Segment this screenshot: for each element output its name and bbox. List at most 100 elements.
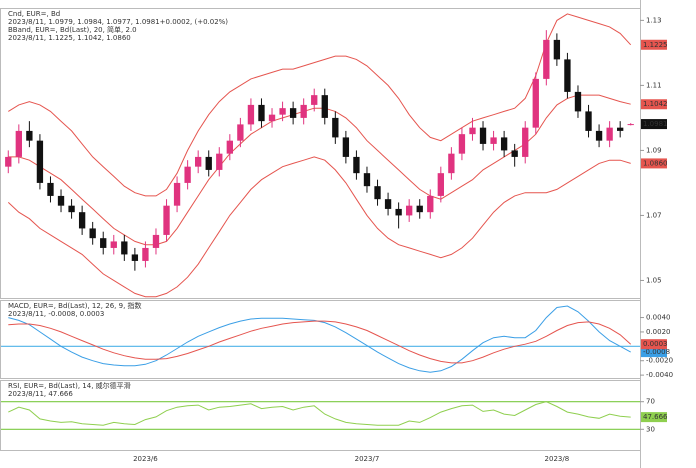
- candle-body: [574, 91, 582, 112]
- y-tick-label: -0.0040: [646, 371, 673, 379]
- panel-frames: [0, 0, 641, 468]
- last-value-label: 1.1225: [643, 41, 668, 49]
- candle-body: [469, 127, 476, 135]
- candle-body: [311, 95, 318, 105]
- panel-title: Cnd, EUR=, Bd: [8, 10, 60, 18]
- panel-subtitle: 2023/8/11, -0.0008, 0.0003: [8, 310, 104, 318]
- line: [8, 13, 632, 197]
- last-value-box: [641, 412, 667, 423]
- candle-body: [36, 140, 44, 183]
- y-tick-label: 1.11: [646, 81, 662, 89]
- panel-overlay-subtitle: 2023/8/11, 1.1225, 1.1042, 1.0860: [8, 34, 131, 42]
- candle-body: [374, 186, 381, 200]
- candle-body: [26, 130, 33, 141]
- last-value-box: [641, 339, 667, 350]
- panel-subtitle: 2023/8/11, 47.666: [8, 390, 73, 398]
- y-tick-label: 0.0020: [646, 328, 671, 336]
- last-value-label: -0.0008: [643, 348, 670, 356]
- y-tick-label: 30: [646, 425, 655, 433]
- candle-body: [532, 78, 539, 128]
- candle-body: [5, 156, 12, 167]
- candle-body: [595, 130, 603, 141]
- candle-body: [543, 39, 550, 79]
- candle-body: [142, 247, 149, 261]
- candle-body: [490, 137, 497, 144]
- candle-body: [585, 111, 592, 131]
- candle-body: [131, 254, 139, 261]
- line: [8, 401, 631, 426]
- panel-title: RSI, EUR=, Bd(Last), 14, 威尔德平滑: [8, 381, 131, 390]
- candle-body: [110, 241, 117, 248]
- last-value-label: 0.0003: [643, 340, 668, 348]
- candle-body: [89, 228, 96, 239]
- candle-body: [427, 195, 434, 213]
- candle-body: [627, 124, 634, 126]
- candle-body: [564, 59, 571, 92]
- last-value-box: [641, 347, 667, 358]
- candle-body: [289, 108, 297, 118]
- candle-body: [479, 127, 487, 144]
- panel-title: MACD, EUR=, Bd(Last), 12, 26, 9, 指数: [8, 301, 142, 310]
- candle-body: [279, 108, 286, 115]
- candle-body: [511, 150, 518, 157]
- candle-body: [268, 114, 276, 122]
- y-tick-label: 1.09: [646, 146, 662, 154]
- last-value-label: 1.0860: [643, 159, 668, 167]
- candle-body: [68, 205, 75, 213]
- candle-body: [395, 208, 402, 216]
- candle-body: [437, 173, 444, 196]
- candle-body: [184, 166, 191, 183]
- candle-body: [258, 104, 265, 122]
- candle-body: [522, 127, 529, 157]
- panel-subtitle: 2023/8/11, 1.0979, 1.0984, 1.0977, 1.098…: [8, 18, 228, 26]
- candle-body: [384, 199, 392, 209]
- y-tick-label: -0.0020: [646, 357, 673, 365]
- candle-body: [78, 212, 86, 229]
- panel-overlay-title: BBand, EUR=, Bd(Last), 20, 简单, 2.0: [8, 25, 137, 34]
- candle-body: [216, 153, 223, 170]
- candle-body: [237, 124, 244, 141]
- candle-body: [458, 134, 466, 154]
- candle-body: [406, 205, 413, 216]
- candle-body: [353, 156, 360, 174]
- last-value-label: 1.0981: [643, 120, 668, 128]
- y-tick-label: 1.07: [646, 211, 662, 219]
- candle-body: [342, 137, 350, 157]
- candle-body: [617, 127, 624, 131]
- candle-body: [226, 140, 233, 154]
- candle-body: [606, 127, 613, 141]
- x-tick-label: 2023/6: [133, 455, 158, 463]
- candle-body: [100, 238, 107, 248]
- candle-body: [247, 104, 255, 125]
- last-value-label: 47.666: [643, 413, 668, 421]
- last-value-box: [641, 99, 667, 110]
- candle-body: [300, 104, 307, 118]
- y-tick-label: 70: [646, 398, 655, 406]
- candle-body: [416, 205, 423, 213]
- last-value-box: [641, 39, 667, 50]
- candle-body: [15, 130, 22, 157]
- line: [7, 156, 631, 298]
- candle-body: [500, 137, 508, 151]
- last-value-label: 1.1042: [643, 100, 668, 108]
- line: [8, 320, 632, 364]
- last-value-box: [641, 158, 667, 169]
- candle-body: [152, 234, 160, 248]
- candle-body: [121, 241, 128, 255]
- x-tick-label: 2023/7: [355, 455, 380, 463]
- y-tick-label: 0.0040: [646, 314, 671, 322]
- candle-body: [195, 156, 202, 167]
- candle-body: [57, 195, 65, 206]
- y-tick-label: 1.05: [646, 276, 662, 284]
- candle-body: [47, 182, 54, 196]
- last-value-box: [641, 119, 667, 130]
- x-tick-label: 2023/8: [545, 455, 570, 463]
- candle-body: [553, 39, 561, 60]
- candle-body: [163, 205, 170, 235]
- candle-body: [363, 173, 371, 187]
- candle-body: [173, 182, 181, 206]
- candle-body: [321, 95, 328, 118]
- y-tick-label: 1.13: [646, 16, 662, 24]
